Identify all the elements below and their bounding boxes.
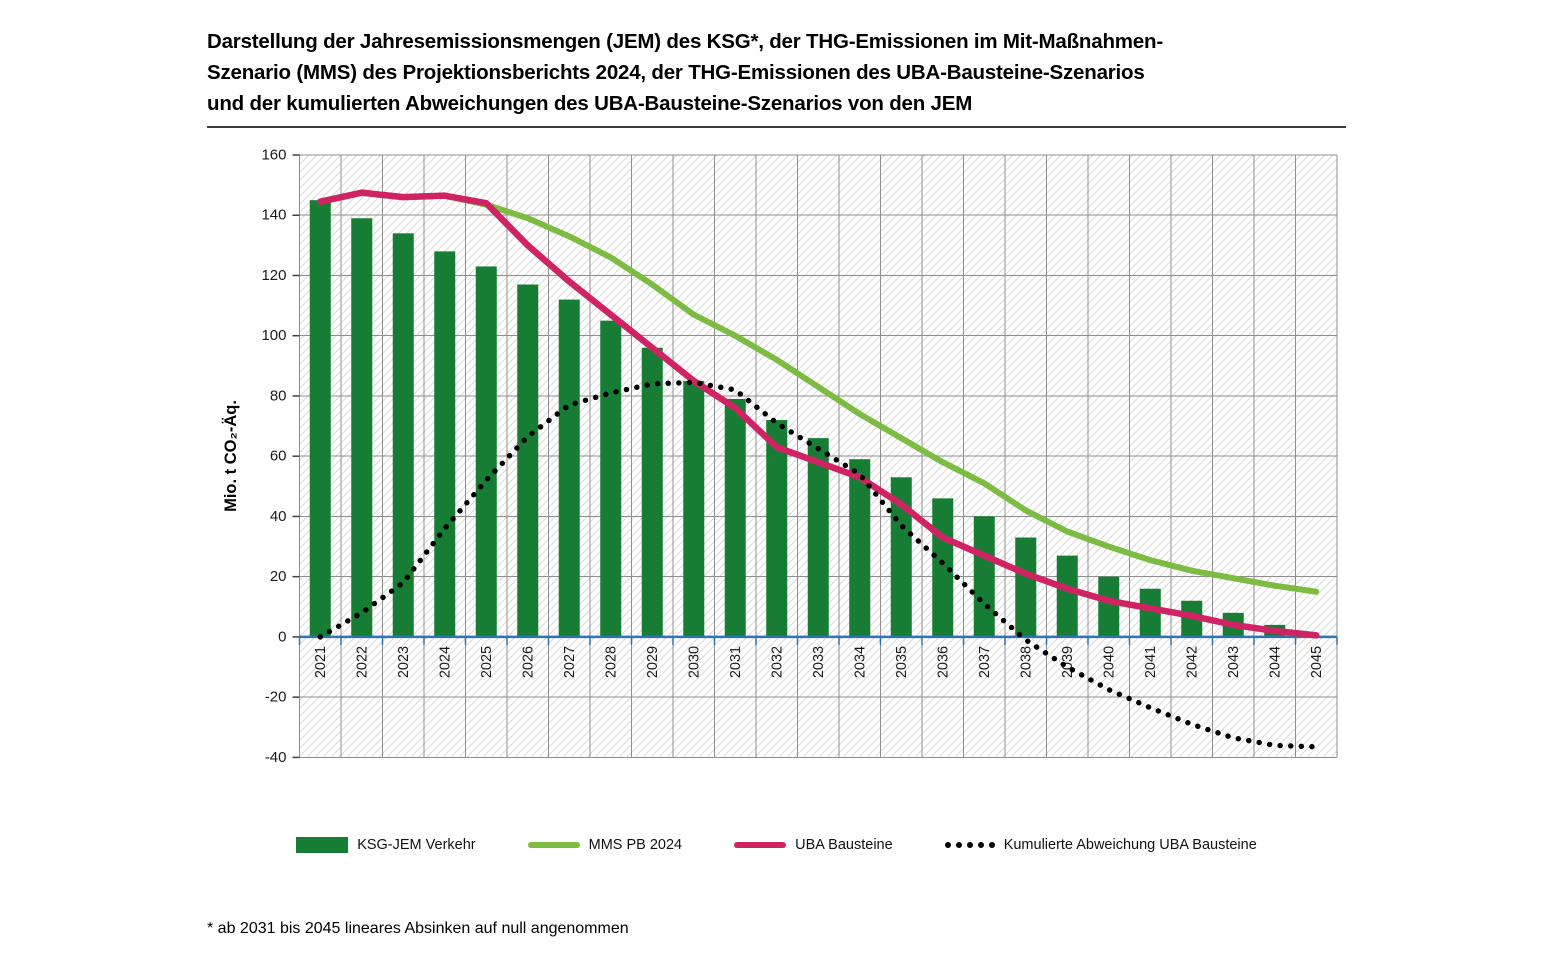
svg-text:2028: 2028 xyxy=(603,646,619,678)
bar-2027 xyxy=(558,299,580,637)
x-axis-labels: 2021 2022 2023 2024 2025 2026 2027 2028 2029 2030… xyxy=(313,646,1325,678)
svg-text:2040: 2040 xyxy=(1101,646,1117,678)
legend-item-ksg-jem: KSG-JEM Verkehr xyxy=(296,837,476,853)
legend-item-kumulierte-abweichung: Kumulierte Abweichung UBA Bausteine xyxy=(944,837,1257,853)
svg-text:2023: 2023 xyxy=(396,646,412,678)
legend-swatch-line-green xyxy=(527,842,580,848)
legend: KSG-JEM Verkehr MMS PB 2024 UBA Baustein… xyxy=(207,828,1346,862)
svg-text:2045: 2045 xyxy=(1309,646,1325,678)
svg-text:60: 60 xyxy=(270,448,287,465)
bar-2032 xyxy=(766,420,788,637)
svg-text:2043: 2043 xyxy=(1226,646,1242,678)
legend-swatch-bar-green xyxy=(296,837,349,853)
bar-2031 xyxy=(724,398,746,637)
svg-text:2044: 2044 xyxy=(1267,646,1283,678)
svg-text:2042: 2042 xyxy=(1184,646,1200,678)
svg-text:2026: 2026 xyxy=(520,646,536,678)
x-axis-line xyxy=(298,635,1338,645)
legend-label: Kumulierte Abweichung UBA Bausteine xyxy=(1003,837,1257,853)
svg-text:2031: 2031 xyxy=(728,646,744,678)
svg-text:40: 40 xyxy=(270,508,287,525)
bar-2025 xyxy=(475,266,497,637)
bar-2028 xyxy=(600,320,622,637)
kumulierte-abweichung-dotted-line xyxy=(317,379,1319,750)
svg-text:2021: 2021 xyxy=(313,646,329,678)
svg-text:0: 0 xyxy=(278,628,286,645)
svg-text:2036: 2036 xyxy=(935,646,951,678)
bar-2034 xyxy=(849,459,871,637)
svg-text:2022: 2022 xyxy=(354,646,370,678)
svg-text:2029: 2029 xyxy=(645,646,661,678)
svg-text:-20: -20 xyxy=(265,689,287,706)
legend-item-mms: MMS PB 2024 xyxy=(527,837,683,853)
svg-text:2024: 2024 xyxy=(437,646,453,678)
y-axis-title: Mio. t CO₂-Äq. xyxy=(222,400,240,512)
bar-2030 xyxy=(683,380,705,637)
uba-bausteine-line xyxy=(317,189,1320,639)
chart-title-line-2: Szenario (MMS) des Projektionsberichts 2… xyxy=(207,61,1145,84)
svg-text:100: 100 xyxy=(261,327,286,344)
svg-text:2041: 2041 xyxy=(1143,646,1159,678)
svg-text:2034: 2034 xyxy=(852,646,868,678)
svg-text:2030: 2030 xyxy=(686,646,702,678)
bar-2024 xyxy=(434,251,456,637)
svg-text:2038: 2038 xyxy=(1018,646,1034,678)
chart-title-line-3: und der kumulierten Abweichungen des UBA… xyxy=(207,92,973,115)
legend-label: MMS PB 2024 xyxy=(588,837,683,853)
y-axis-labels: -40 -20 0 20 40 60 80 100 120 140 160 xyxy=(261,147,286,766)
bar-2041 xyxy=(1139,588,1161,637)
title-divider xyxy=(207,126,1346,128)
footnote: * ab 2031 bis 2045 lineares Absinken auf… xyxy=(207,920,629,937)
svg-text:2027: 2027 xyxy=(562,646,578,678)
svg-text:120: 120 xyxy=(261,267,286,284)
chart-title: Darstellung der Jahresemissionsmengen (J… xyxy=(207,26,1387,119)
svg-text:2025: 2025 xyxy=(479,646,495,678)
bar-2033 xyxy=(807,438,829,637)
svg-text:-40: -40 xyxy=(265,749,287,766)
svg-text:2037: 2037 xyxy=(977,646,993,678)
bar-2038 xyxy=(1015,537,1037,637)
svg-text:80: 80 xyxy=(270,387,287,404)
legend-label: UBA Bausteine xyxy=(795,837,893,853)
legend-item-uba: UBA Bausteine xyxy=(734,837,893,853)
chart-title-line-1: Darstellung der Jahresemissionsmengen (J… xyxy=(207,30,1163,53)
svg-text:140: 140 xyxy=(261,207,286,224)
bar-2021 xyxy=(309,200,331,637)
legend-label: KSG-JEM Verkehr xyxy=(357,837,476,853)
bar-2022 xyxy=(351,218,373,637)
bar-2023 xyxy=(392,233,414,637)
bar-2040 xyxy=(1098,576,1120,637)
svg-text:2032: 2032 xyxy=(769,646,785,678)
svg-text:2035: 2035 xyxy=(894,646,910,678)
svg-text:2033: 2033 xyxy=(811,646,827,678)
svg-text:160: 160 xyxy=(261,147,286,164)
legend-swatch-line-pink xyxy=(734,842,787,848)
bar-2039 xyxy=(1056,555,1078,637)
legend-swatch-dots-black xyxy=(944,842,995,848)
bar-2029 xyxy=(641,347,663,637)
svg-text:20: 20 xyxy=(270,568,287,585)
bar-2037 xyxy=(973,516,995,637)
bar-2026 xyxy=(517,284,539,637)
y-axis-ticks xyxy=(292,154,300,759)
